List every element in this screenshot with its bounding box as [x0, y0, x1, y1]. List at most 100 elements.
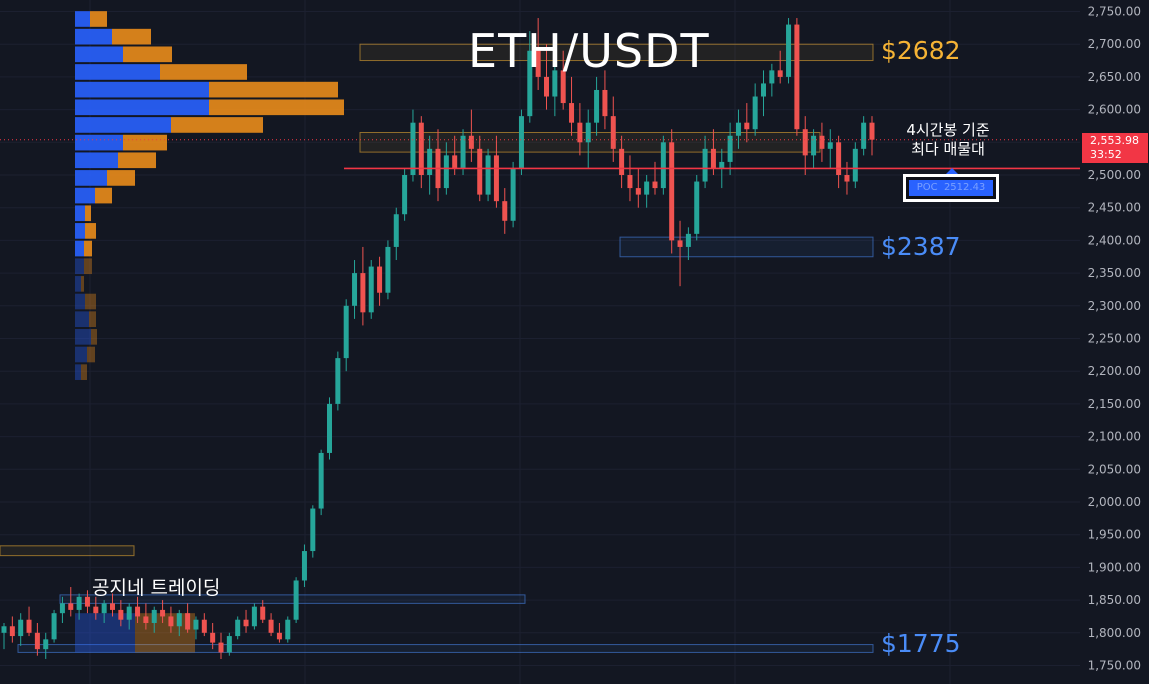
volume-zone — [0, 545, 135, 557]
volume-bar-sell — [118, 152, 156, 169]
y-tick-label: 2,700.00 — [1088, 37, 1141, 51]
candle-body — [761, 83, 766, 97]
candle-body — [352, 273, 358, 306]
volume-bar-sell — [87, 346, 95, 363]
candle-body — [210, 632, 216, 643]
candle-body — [552, 70, 558, 97]
candlesticks — [1, 18, 875, 659]
annotation-text: 4시간봉 기준 최다 매물대 — [880, 121, 1016, 159]
poc-pointer — [946, 168, 958, 174]
volume-bar-buy — [75, 293, 85, 310]
candle-body — [126, 606, 132, 620]
candle-body — [1, 626, 7, 633]
volume-bar-buy — [75, 99, 209, 116]
volume-bar-buy — [75, 152, 118, 169]
y-tick-label: 2,750.00 — [1088, 5, 1141, 19]
candle-body — [485, 155, 491, 195]
candle-body — [660, 142, 666, 189]
candle-body — [869, 122, 875, 140]
volume-bar-buy — [75, 46, 123, 63]
candle-body — [193, 619, 199, 630]
volume-zone — [17, 644, 874, 653]
candle-body — [452, 155, 458, 169]
volume-bar-buy — [75, 170, 107, 186]
candle-body — [143, 616, 149, 623]
volume-bar-sell — [81, 276, 84, 292]
candle-body — [76, 596, 82, 610]
candle-body — [827, 142, 833, 149]
annotation-line-1: 4시간봉 기준 — [906, 121, 990, 139]
volume-bar-sell — [123, 134, 167, 151]
candle-body — [527, 50, 533, 117]
volume-bar-sell — [90, 11, 107, 27]
y-tick-label: 1,900.00 — [1088, 560, 1141, 574]
candle-body — [343, 305, 349, 359]
candle-body — [9, 626, 15, 637]
y-tick-label: 1,950.00 — [1088, 528, 1141, 542]
candle-body — [794, 24, 800, 130]
volume-bar-buy — [75, 258, 84, 275]
y-tick-label: 2,100.00 — [1088, 430, 1141, 444]
y-tick-label: 1,800.00 — [1088, 626, 1141, 640]
level-label-mid: $2387 — [881, 232, 961, 261]
volume-bar-sell — [107, 170, 135, 186]
candle-body — [844, 175, 850, 182]
candle-body — [510, 168, 516, 221]
candle-body — [594, 89, 600, 123]
current-price-value: 2,553.98 — [1090, 134, 1139, 147]
candle-body — [377, 266, 383, 293]
volume-bar-buy — [75, 117, 171, 133]
candle-body — [110, 603, 115, 610]
candle-body — [518, 116, 524, 169]
volume-bar-buy — [75, 81, 209, 98]
candle-body — [318, 452, 324, 509]
candle-body — [460, 135, 466, 169]
y-tick-label: 1,850.00 — [1088, 593, 1141, 607]
volume-bar-sell — [209, 99, 344, 116]
bar-countdown: 33:52 — [1090, 148, 1122, 161]
candle-body — [402, 175, 408, 215]
volume-bar-sell — [209, 81, 338, 98]
candle-body — [160, 609, 166, 617]
candle-body — [619, 148, 625, 175]
volume-bar-buy — [75, 364, 81, 380]
volume-zone — [359, 43, 874, 62]
volume-bar-sell — [171, 117, 263, 133]
gridlines — [0, 0, 1080, 684]
y-tick-label: 2,300.00 — [1088, 299, 1141, 313]
y-tick-label: 2,650.00 — [1088, 70, 1141, 84]
candle-body — [251, 606, 257, 627]
volume-bar-buy — [75, 613, 135, 653]
candle-body — [443, 155, 449, 189]
candle-body — [410, 122, 416, 175]
volume-bar-sell — [91, 329, 97, 345]
candle-body — [176, 613, 182, 627]
candle-body — [185, 613, 191, 630]
volume-bar-sell — [85, 223, 96, 239]
volume-bar-buy — [75, 205, 85, 222]
candle-body — [293, 580, 299, 620]
y-tick-label: 2,350.00 — [1088, 266, 1141, 280]
candle-body — [393, 214, 399, 247]
candle-body — [276, 632, 282, 640]
candle-body — [243, 619, 249, 627]
candle-body — [502, 201, 508, 221]
volume-bar-buy — [75, 223, 85, 239]
candle-body — [652, 181, 658, 189]
candle-body — [468, 135, 474, 149]
candle-body — [602, 89, 608, 117]
candle-body — [93, 606, 99, 614]
candle-body — [418, 122, 424, 175]
candle-body — [268, 619, 274, 633]
candle-body — [477, 148, 483, 195]
volume-bar-buy — [75, 329, 91, 345]
candle-body — [744, 122, 750, 130]
current-price-tag: 2,553.98 33:52 — [1082, 133, 1148, 163]
volume-bar-sell — [123, 46, 172, 63]
candle-body — [168, 616, 174, 627]
y-tick-label: 2,000.00 — [1088, 495, 1141, 509]
candle-body — [802, 129, 808, 156]
candle-body — [769, 70, 775, 84]
volume-bar-sell — [85, 205, 91, 222]
y-tick-label: 2,600.00 — [1088, 103, 1141, 117]
